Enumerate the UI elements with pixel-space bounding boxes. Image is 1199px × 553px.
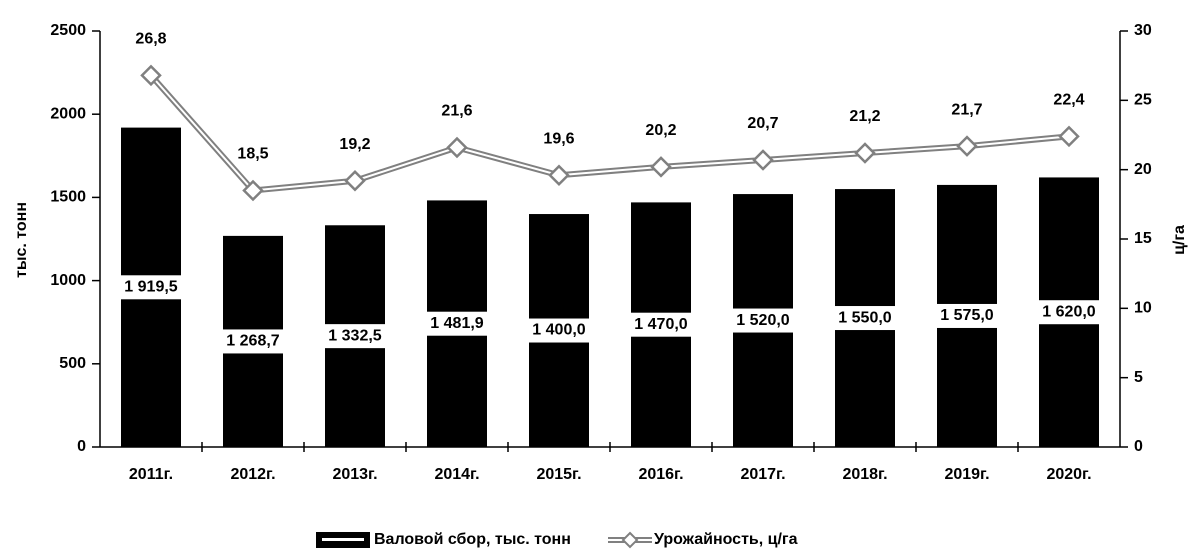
y2-tick-label: 5 [1134, 369, 1143, 386]
y2-tick-label: 0 [1134, 438, 1143, 455]
bar-label: 1 620,0 [1042, 303, 1095, 320]
bar-label: 1 520,0 [736, 312, 789, 329]
bar-label: 1 575,0 [940, 307, 993, 324]
line-outer [148, 73, 1070, 194]
y2-tick-label: 10 [1134, 300, 1152, 317]
line-marker [446, 136, 468, 159]
bar-label-bg [1025, 300, 1113, 325]
line-label: 21,7 [951, 101, 982, 118]
bar-label-bg [209, 329, 297, 354]
y2-tick-label: 25 [1134, 92, 1152, 109]
bar-label: 1 268,7 [226, 333, 279, 350]
line-marker [548, 164, 570, 186]
bar-label: 1 919,5 [124, 279, 177, 296]
line-label: 20,7 [747, 115, 778, 132]
legend-label: Урожайность, ц/га [654, 531, 798, 548]
x-tick-label: 2018г. [842, 466, 887, 483]
legend-label: Валовой сбор, тыс. тонн [374, 531, 571, 548]
y-tick-label: 1500 [50, 189, 86, 206]
x-tick-label: 2017г. [740, 466, 785, 483]
x-tick-label: 2019г. [944, 466, 989, 483]
line-marker [752, 149, 774, 171]
y-tick-label: 2000 [50, 105, 86, 122]
line-label: 18,5 [237, 146, 268, 163]
bar-label-bg [821, 306, 909, 331]
line-marker [854, 142, 876, 164]
bar-label-bg [515, 318, 603, 343]
line-marker [1058, 125, 1080, 148]
y-tick-label: 0 [77, 438, 86, 455]
bar-label-bg [719, 308, 807, 333]
y-axis-label: тыс. тонн [13, 202, 30, 278]
bar-label: 1 550,0 [838, 309, 891, 326]
bar-label: 1 400,0 [532, 322, 585, 339]
bar-label-bg [617, 312, 705, 337]
line-label: 19,2 [339, 136, 370, 153]
bar-label-bg [311, 324, 399, 349]
y2-tick-label: 30 [1134, 22, 1152, 39]
legend-marker [621, 531, 639, 549]
line-inner [150, 74, 1070, 192]
x-tick-label: 2013г. [332, 466, 377, 483]
x-tick-label: 2012г. [230, 466, 275, 483]
bar-label: 1 332,5 [328, 327, 381, 344]
line-marker [242, 179, 264, 202]
line-marker [344, 169, 366, 192]
bar-label-bg [413, 311, 501, 336]
x-tick-label: 2011г. [129, 466, 173, 483]
line-label: 22,4 [1053, 92, 1084, 109]
y-tick-label: 500 [59, 355, 86, 372]
x-tick-label: 2014г. [434, 466, 479, 483]
y2-axis-label: ц/га [1171, 225, 1188, 255]
y-tick-label: 1000 [50, 272, 86, 289]
line-marker [650, 156, 672, 178]
bar-label-bg [107, 275, 195, 300]
x-tick-label: 2020г. [1046, 466, 1091, 483]
line-marker [956, 135, 978, 157]
y2-tick-label: 15 [1134, 230, 1152, 247]
line-label: 26,8 [135, 31, 166, 48]
x-tick-label: 2016г. [638, 466, 683, 483]
line-label: 19,6 [543, 130, 574, 147]
line-marker [140, 64, 162, 87]
bar-label: 1 470,0 [634, 316, 687, 333]
line-label: 21,6 [441, 103, 472, 120]
line-label: 20,2 [645, 122, 676, 139]
y2-tick-label: 20 [1134, 161, 1152, 178]
bar-label-bg [923, 303, 1011, 328]
line-label: 21,2 [849, 108, 880, 125]
y-tick-label: 2500 [50, 22, 86, 39]
legend-bar-stripe [322, 538, 364, 541]
x-tick-label: 2015г. [536, 466, 581, 483]
bar-label: 1 481,9 [430, 315, 483, 332]
